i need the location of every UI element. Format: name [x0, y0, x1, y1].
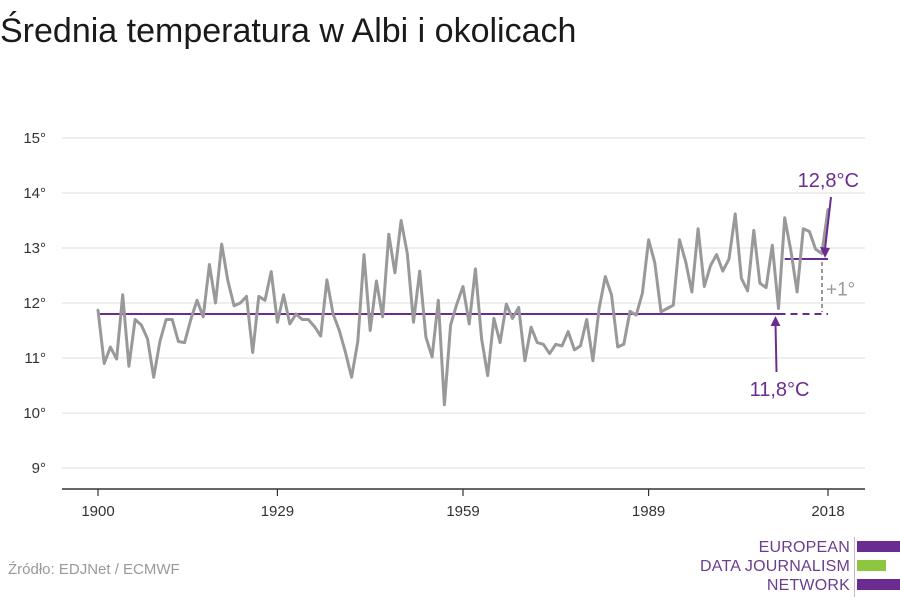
x-axis: 1900 1929 1959 1989 2018: [62, 488, 865, 520]
y-tick-label: 9°: [32, 460, 46, 477]
series-line: [96, 208, 830, 407]
logo-line-2: DATA JOURNALISM: [700, 558, 850, 575]
edjnet-logo: EUROPEAN DATA JOURNALISM NETWORK: [700, 537, 900, 597]
logo-bar-purple-top: [857, 541, 900, 552]
label-baseline-mean: 11,8°C: [750, 379, 810, 401]
x-tick-label: 1929: [261, 503, 294, 520]
logo-line-1: EUROPEAN: [758, 539, 850, 556]
x-tick-label: 1959: [446, 503, 479, 520]
y-axis-tick-labels: 9° 10° 11° 12° 13° 14° 15°: [23, 130, 46, 477]
x-tick-label: 1989: [632, 503, 665, 520]
x-tick-label: 2018: [811, 503, 844, 520]
y-tick-label: 11°: [24, 350, 46, 367]
chart-title: Średnia temperatura w Albi i okolicach: [0, 12, 577, 50]
arrow-shaft-baseline: [774, 323, 778, 373]
logo-line-3: NETWORK: [766, 577, 850, 594]
arrow-head-baseline: [770, 316, 781, 326]
y-tick-label: 14°: [23, 185, 46, 202]
arrow-shaft-recent: [824, 196, 832, 250]
label-recent-mean: 12,8°C: [798, 170, 859, 192]
y-tick-label: 10°: [23, 405, 46, 422]
logo-bar-purple-bottom: [857, 579, 900, 590]
annotations: +1° 12,8°C 11,8°C: [750, 170, 859, 401]
logo-bar-green: [857, 560, 886, 571]
source-note: Źródło: EDJNet / ECMWF: [8, 561, 180, 578]
logo-divider: [854, 537, 855, 597]
delta-label: +1°: [826, 279, 855, 300]
x-tick-label: 1900: [81, 503, 114, 520]
temperature-series: [96, 208, 830, 407]
y-tick-label: 12°: [23, 295, 46, 312]
y-tick-label: 13°: [23, 240, 46, 257]
y-tick-label: 15°: [23, 130, 46, 147]
arrow-head-recent: [820, 247, 830, 258]
grid-lines: [62, 137, 865, 469]
